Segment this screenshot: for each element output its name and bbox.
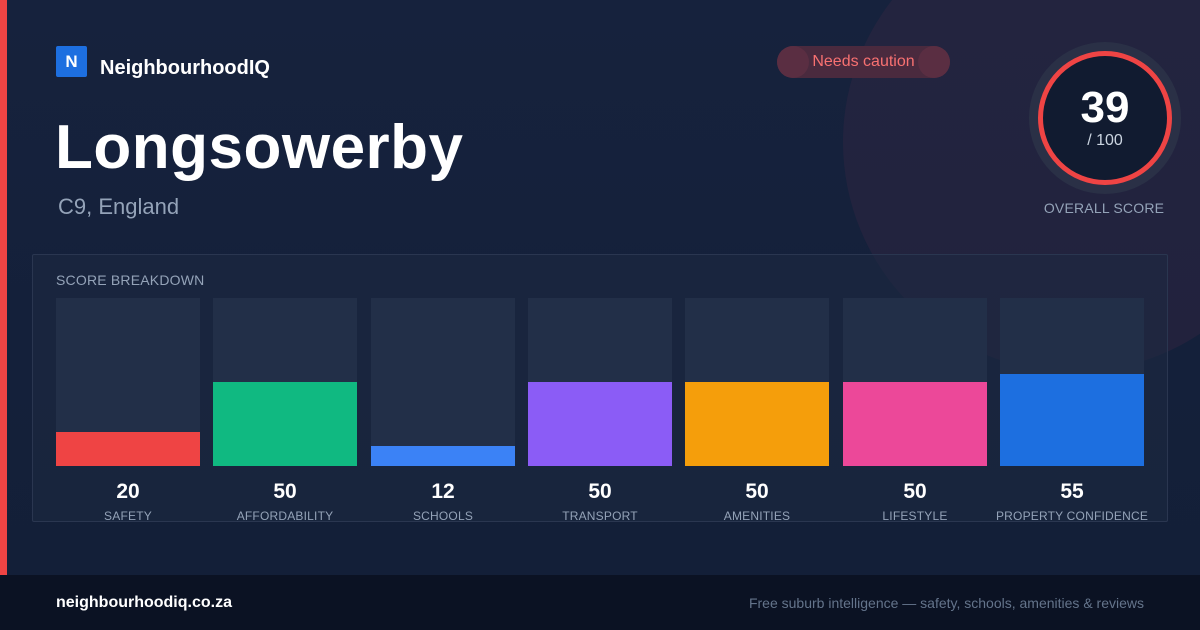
score-bar-fill xyxy=(56,432,200,466)
score-category-value: 55 xyxy=(1060,480,1084,503)
status-accent-bar xyxy=(0,0,7,575)
brand-logo-letter: N xyxy=(65,51,78,71)
status-badge: Needs caution xyxy=(777,46,950,78)
brand-logo-icon: N xyxy=(56,46,87,77)
score-bar-track xyxy=(213,298,357,466)
score-bar-fill xyxy=(528,382,672,466)
score-bar-track xyxy=(843,298,987,466)
overall-score-label: OVERALL SCORE xyxy=(1043,200,1165,216)
score-bar-track xyxy=(528,298,672,466)
status-badge-cap-left xyxy=(777,46,809,78)
score-category-label: SAFETY xyxy=(104,509,152,523)
score-bar-track xyxy=(56,298,200,466)
score-bar-fill xyxy=(213,382,357,466)
score-category-label: LIFESTYLE xyxy=(882,509,948,523)
status-badge-label: Needs caution xyxy=(812,53,915,70)
score-category-value: 20 xyxy=(116,480,140,503)
score-category-value: 50 xyxy=(273,480,297,503)
score-category-label: SCHOOLS xyxy=(412,509,474,523)
footer xyxy=(0,575,1200,630)
score-category-label: PROPERTY CONFIDENCE xyxy=(995,509,1149,523)
score-breakdown-title: SCORE BREAKDOWN xyxy=(56,272,205,288)
score-category-label: AFFORDABILITY xyxy=(236,509,334,523)
score-bar-fill xyxy=(685,382,829,466)
score-bar-fill xyxy=(843,382,987,466)
score-bar-track xyxy=(685,298,829,466)
score-category-value: 50 xyxy=(745,480,769,503)
score-bar-track xyxy=(371,298,515,466)
score-bar-track xyxy=(1000,298,1144,466)
status-badge-cap-right xyxy=(918,46,950,78)
score-bar-fill xyxy=(371,446,515,466)
overall-score-value: 39 xyxy=(1080,83,1130,132)
suburb-title: Longsowerby xyxy=(55,113,464,182)
score-category-label: AMENITIES xyxy=(723,509,791,523)
score-bar-fill xyxy=(1000,374,1144,466)
score-category-value: 50 xyxy=(903,480,927,503)
score-category-value: 50 xyxy=(588,480,612,503)
overall-score-ring xyxy=(1038,51,1172,185)
footer-tagline: Free suburb intelligence — safety, schoo… xyxy=(748,595,1144,611)
suburb-location: C9, England xyxy=(58,194,180,219)
score-category-value: 12 xyxy=(431,480,455,503)
overall-score-denominator: / 100 xyxy=(1087,132,1123,149)
footer-url: neighbourhoodiq.co.za xyxy=(56,594,232,611)
score-category-label: TRANSPORT xyxy=(562,509,638,523)
brand-name: NeighbourhoodIQ xyxy=(100,57,270,79)
